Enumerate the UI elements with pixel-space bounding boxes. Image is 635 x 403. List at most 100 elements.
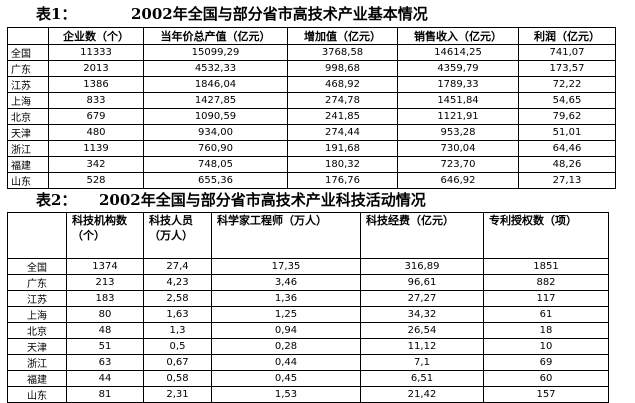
value-cell: 241,85	[287, 108, 398, 125]
value-cell: 0,44	[211, 354, 361, 371]
region-cell: 广东	[7, 274, 67, 291]
value-cell: 96,61	[360, 274, 484, 291]
value-cell: 741,07	[518, 44, 616, 61]
value-cell: 1,53	[211, 386, 361, 403]
table2-header-row: 科技机构数（个） 科技人员（万人） 科学家工程师（万人） 科技经费（亿元） 专利授权数（…	[7, 212, 609, 259]
value-cell: 80	[66, 306, 144, 323]
value-cell: 0,45	[211, 370, 361, 387]
region-cell: 天津	[7, 338, 67, 355]
table-row: 北京 679 1090,59 241,85 1121,91 79,62	[7, 108, 616, 125]
column-header: 销售收入（亿元）	[397, 27, 519, 45]
table2-title: 2002年全国与部分省市高技术产业科技活动情况	[99, 191, 426, 209]
value-cell: 183	[66, 290, 144, 307]
value-cell: 998,68	[287, 60, 398, 77]
value-cell: 655,36	[143, 172, 288, 189]
value-cell: 11,12	[360, 338, 484, 355]
column-header: 专利授权数（项）	[483, 212, 609, 259]
value-cell: 48,26	[518, 156, 616, 173]
table-row: 山东 528 655,36 176,76 646,92 27,13	[7, 172, 616, 189]
value-cell: 51,01	[518, 124, 616, 141]
value-cell: 72,22	[518, 76, 616, 93]
region-cell: 北京	[7, 108, 49, 125]
region-cell: 浙江	[7, 140, 49, 157]
column-header: 科技经费（亿元）	[360, 212, 484, 259]
value-cell: 1427,85	[143, 92, 288, 109]
value-cell: 1,63	[143, 306, 212, 323]
table1-header-row: 企业数（个） 当年价总产值（亿元） 增加值（亿元） 销售收入（亿元） 利润（亿元）	[7, 27, 616, 45]
value-cell: 6,51	[360, 370, 484, 387]
value-cell: 342	[48, 156, 144, 173]
value-cell: 748,05	[143, 156, 288, 173]
value-cell: 4,23	[143, 274, 212, 291]
region-cell: 上海	[7, 92, 49, 109]
value-cell: 2,58	[143, 290, 212, 307]
value-cell: 1,36	[211, 290, 361, 307]
value-cell: 2,31	[143, 386, 212, 403]
value-cell: 0,58	[143, 370, 212, 387]
table-row: 浙江 63 0,67 0,44 7,1 69	[7, 354, 609, 371]
value-cell: 1121,91	[397, 108, 519, 125]
region-cell: 山东	[7, 386, 67, 403]
value-cell: 64,46	[518, 140, 616, 157]
value-cell: 79,62	[518, 108, 616, 125]
region-cell: 上海	[7, 306, 67, 323]
value-cell: 17,35	[211, 258, 361, 275]
value-cell: 528	[48, 172, 144, 189]
table-row: 上海 80 1,63 1,25 34,32 61	[7, 306, 609, 323]
value-cell: 1,3	[143, 322, 212, 339]
column-header: 增加值（亿元）	[287, 27, 398, 45]
value-cell: 882	[483, 274, 609, 291]
table-row: 江苏 183 2,58 1,36 27,27 117	[7, 290, 609, 307]
value-cell: 81	[66, 386, 144, 403]
value-cell: 4359,79	[397, 60, 519, 77]
table-row: 江苏 1386 1846,04 468,92 1789,33 72,22	[7, 76, 616, 93]
table-row: 浙江 1139 760,90 191,68 730,04 64,46	[7, 140, 616, 157]
value-cell: 1451,84	[397, 92, 519, 109]
value-cell: 63	[66, 354, 144, 371]
table1-title: 2002年全国与部分省市高技术产业基本情况	[131, 5, 428, 23]
value-cell: 274,78	[287, 92, 398, 109]
table-row: 广东 2013 4532,33 998,68 4359,79 173,57	[7, 60, 616, 77]
column-header: 科学家工程师（万人）	[211, 212, 361, 259]
value-cell: 15099,29	[143, 44, 288, 61]
value-cell: 3,46	[211, 274, 361, 291]
value-cell: 1386	[48, 76, 144, 93]
region-cell: 浙江	[7, 354, 67, 371]
column-header: 当年价总产值（亿元）	[143, 27, 288, 45]
value-cell: 69	[483, 354, 609, 371]
table1-label: 表1：	[36, 5, 77, 23]
column-header: 利润（亿元）	[518, 27, 616, 45]
value-cell: 1789,33	[397, 76, 519, 93]
value-cell: 48	[66, 322, 144, 339]
value-cell: 44	[66, 370, 144, 387]
value-cell: 1851	[483, 258, 609, 275]
value-cell: 4532,33	[143, 60, 288, 77]
value-cell: 760,90	[143, 140, 288, 157]
value-cell: 274,44	[287, 124, 398, 141]
region-cell: 全国	[7, 258, 67, 275]
value-cell: 2013	[48, 60, 144, 77]
value-cell: 934,00	[143, 124, 288, 141]
value-cell: 34,32	[360, 306, 484, 323]
value-cell: 0,94	[211, 322, 361, 339]
table-row: 北京 48 1,3 0,94 26,54 18	[7, 322, 609, 339]
value-cell: 3768,58	[287, 44, 398, 61]
table-row: 全国 1374 27,4 17,35 316,89 1851	[7, 258, 609, 275]
value-cell: 1090,59	[143, 108, 288, 125]
value-cell: 26,54	[360, 322, 484, 339]
value-cell: 1846,04	[143, 76, 288, 93]
table-row: 天津 51 0,5 0,28 11,12 10	[7, 338, 609, 355]
value-cell: 0,28	[211, 338, 361, 355]
region-cell: 山东	[7, 172, 49, 189]
region-cell: 江苏	[7, 290, 67, 307]
value-cell: 468,92	[287, 76, 398, 93]
value-cell: 833	[48, 92, 144, 109]
region-cell: 福建	[7, 370, 67, 387]
value-cell: 730,04	[397, 140, 519, 157]
value-cell: 316,89	[360, 258, 484, 275]
table-row: 全国 11333 15099,29 3768,58 14614,25 741,07	[7, 44, 616, 61]
region-cell: 广东	[7, 60, 49, 77]
column-header	[7, 212, 67, 259]
table-row: 福建 44 0,58 0,45 6,51 60	[7, 370, 609, 387]
region-cell: 天津	[7, 124, 49, 141]
